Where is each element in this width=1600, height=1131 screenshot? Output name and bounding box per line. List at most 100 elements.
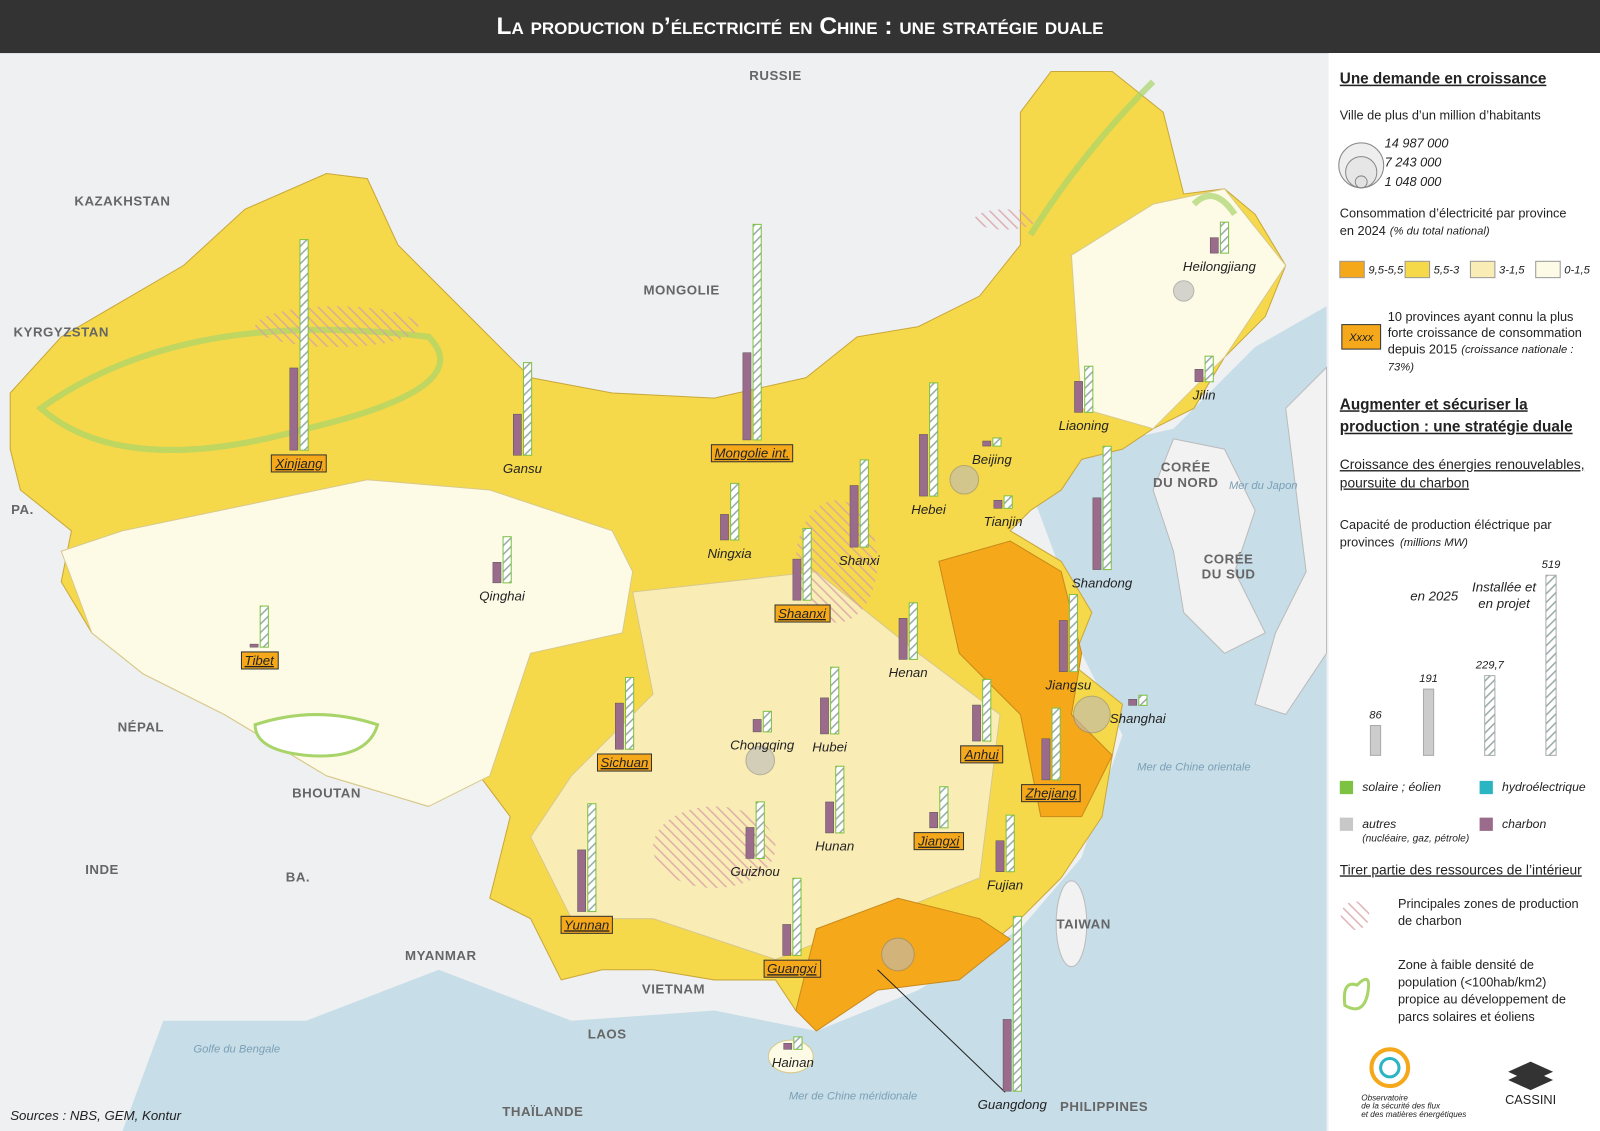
capacity-planned-bar	[625, 676, 635, 750]
sample-bar	[1484, 675, 1496, 756]
capacity-2025-bar	[792, 558, 802, 601]
capacity-2025-bar	[849, 485, 859, 548]
consumption-swatch	[1339, 260, 1365, 279]
capacity-planned-bar	[730, 482, 740, 541]
low-consumption-region	[60, 479, 634, 807]
capacity-2025-bar	[289, 367, 299, 451]
consumption-swatch	[1535, 260, 1561, 279]
capacity-planned-bar	[762, 710, 772, 733]
consumption-class-label: 9,5-5,5	[1368, 264, 1404, 276]
top-growth-box	[240, 651, 279, 670]
legend-text: Croissance des énergies renouvelables,	[1340, 457, 1585, 472]
country-label: PHILIPPINES	[1060, 1099, 1148, 1114]
legend-text: en 2024	[1340, 223, 1386, 238]
capacity-2025-bar	[993, 499, 1003, 509]
province-label: Hubei	[812, 740, 848, 755]
province-label: Sichuan	[601, 755, 649, 770]
legend-text: en projet	[1478, 596, 1531, 611]
capacity-planned-bar	[1003, 495, 1013, 509]
province-label: Anhui	[964, 747, 1000, 762]
province-label: Fujian	[987, 878, 1023, 893]
top-growth-box	[596, 753, 653, 772]
capacity-2025-bar	[825, 801, 834, 834]
sample-bar-label: 519	[1542, 559, 1561, 571]
capacity-2025-bar	[1002, 1019, 1012, 1092]
capacity-planned-bar	[1005, 814, 1015, 873]
capacity-2025-bar	[782, 924, 792, 956]
legend-text: (millions MW)	[1400, 537, 1468, 549]
capacity-planned-bar	[299, 239, 309, 451]
source-label: autres	[1362, 817, 1396, 831]
legend-text: de charbon	[1398, 913, 1462, 928]
source-label: hydroélectrique	[1502, 780, 1586, 794]
capacity-planned-bar	[792, 877, 802, 956]
legend-text: 10 provinces ayant connu la plus	[1388, 309, 1574, 324]
city	[745, 745, 776, 776]
country-label: THAÏLANDE	[502, 1104, 583, 1119]
capacity-2025-bar	[783, 1043, 793, 1050]
country-label: CORÉE DU SUD	[1202, 551, 1256, 581]
legend-text: provinces	[1340, 534, 1395, 549]
province-label: Henan	[889, 665, 928, 680]
legend-text: Installée et	[1472, 579, 1537, 594]
capacity-planned-bar	[522, 362, 533, 456]
low-density-zone	[35, 326, 444, 454]
layer: RUSSIE KAZAKHSTAN KYRGYZSTAN MONGOLIE PA. NÉP…	[10, 68, 1590, 1123]
country-label: MYANMAR	[405, 948, 477, 963]
province-label: Hunan	[815, 839, 854, 854]
capacity-planned-bar	[755, 801, 765, 859]
capacity-planned-bar	[259, 605, 269, 648]
legend-text: en 2025	[1410, 589, 1459, 604]
country-label: NÉPAL	[118, 719, 164, 734]
province-label: Shandong	[1072, 575, 1133, 590]
sample-bar-label: 191	[1419, 673, 1438, 685]
province-label: Chongqing	[730, 738, 795, 753]
legend-text: forte croissance de consommation	[1388, 325, 1582, 340]
legend-text: de la sécurité des flux	[1361, 1102, 1441, 1111]
source-swatch	[1479, 780, 1493, 795]
capacity-planned-bar	[992, 437, 1002, 447]
legend-heading: Augmenter et sécuriser la	[1340, 396, 1528, 413]
country-label: RUSSIE	[749, 68, 801, 83]
legend-text: depuis 2015	[1388, 341, 1457, 356]
growth-sample-box	[1341, 324, 1382, 350]
province-label: Jiangsu	[1045, 677, 1092, 692]
legend-text: Zone à faible densité de	[1398, 957, 1534, 972]
country-label: KYRGYZSTAN	[14, 324, 109, 339]
province-label: Shanghai	[1110, 711, 1167, 726]
capacity-2025-bar	[745, 827, 755, 859]
source-swatch	[1479, 817, 1493, 831]
province-label: Gansu	[503, 461, 543, 476]
province-label: Xinjiang	[274, 456, 323, 471]
logo-ofme-inner	[1379, 1056, 1401, 1079]
low-density-zone	[1028, 79, 1238, 237]
city	[949, 464, 980, 495]
top-growth-box	[913, 832, 965, 851]
legend-text: 73%)	[1388, 361, 1414, 373]
sea	[122, 306, 1327, 1131]
province-label: Ningxia	[707, 546, 751, 561]
legend-text: Ville de plus d’un million d’habitants	[1340, 108, 1541, 123]
coal-zone-symbol	[1340, 901, 1370, 930]
capacity-planned-bar	[1204, 355, 1214, 383]
source-note: Sources : NBS, GEM, Kontur	[10, 1108, 181, 1123]
country-label: CORÉE DU NORD	[1153, 459, 1218, 489]
capacity-2025-bar	[1128, 699, 1137, 706]
capacity-2025-bar	[1194, 369, 1204, 383]
consumption-class-label: 0-1,5	[1564, 264, 1590, 276]
sample-bar	[1545, 574, 1557, 756]
capacity-2025-bar	[1209, 237, 1219, 254]
country-label: BHOUTAN	[292, 786, 361, 801]
top-growth-box	[763, 959, 822, 978]
capacity-2025-bar	[577, 849, 586, 912]
korea	[1152, 438, 1266, 654]
legend-text: Xxxx	[1348, 332, 1374, 344]
capacity-2025-bar	[919, 434, 928, 497]
capacity-2025-bar	[995, 840, 1005, 872]
top-growth-box	[710, 444, 794, 463]
coal-zone	[255, 306, 419, 348]
capacity-planned-bar	[1219, 221, 1230, 254]
sea-label: Mer de Chine méridionale	[789, 1090, 917, 1102]
province-label: Zhejiang	[1025, 786, 1077, 801]
capacity-2025-bar	[972, 704, 981, 742]
